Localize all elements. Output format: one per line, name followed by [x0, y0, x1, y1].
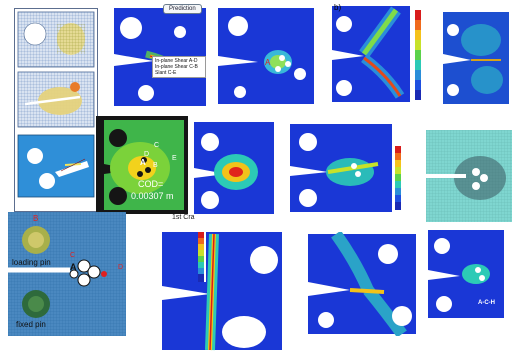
loading-pin-label: loading pin [12, 258, 51, 267]
crack-tip-svg-2 [290, 124, 392, 212]
fem-point-d: D [118, 264, 124, 271]
cod-edge-e: E [172, 155, 177, 162]
cod-pin-c: C [154, 142, 160, 149]
cod-pin-a: A [140, 158, 146, 167]
legend-line-ce: Slant C-E [155, 70, 177, 76]
specimen-stack-svg [17, 11, 95, 198]
legend-line-cb: In-plane Shear C-B [155, 64, 198, 70]
diagonal-band-panel [306, 232, 418, 336]
fem-point-c: C [70, 252, 76, 259]
label-a-red: A [265, 58, 271, 67]
cod-pin-d: D [144, 151, 150, 158]
contour-colorbar-low [198, 232, 206, 282]
slant-contour-panel [330, 4, 412, 104]
fixed-pin-label: fixed pin [16, 320, 46, 329]
fem-mesh-panel [8, 212, 126, 336]
ach-label: A-C-H [478, 300, 495, 306]
damage-field-svg [443, 12, 509, 104]
crack-tip-panel-2 [288, 122, 394, 214]
cod-pin-b: B [153, 162, 158, 169]
crack-tip-svg-1 [194, 122, 274, 214]
cod-svg [104, 120, 184, 210]
prediction-button[interactable]: Prediction [163, 4, 202, 14]
vertical-band-svg [162, 232, 282, 351]
slant-contour-svg [332, 6, 410, 102]
fem-point-a: A [70, 262, 77, 272]
ach-svg [428, 230, 504, 318]
ad-contour-svg [218, 8, 314, 104]
fem-mesh-svg [8, 212, 126, 336]
crack-tip-panel-1 [192, 120, 276, 216]
specimen-stack-panel [14, 8, 98, 212]
shear-legend: In-plane Shear A-D In-plane Shear C-B Sl… [152, 56, 206, 78]
legend-line-ad: In-plane Shear A-D [155, 58, 198, 64]
fem-point-b: B [33, 214, 39, 223]
cod-text: COD= [138, 179, 164, 189]
diagonal-band-svg [308, 232, 416, 336]
ad-contour-panel [216, 6, 316, 106]
mesh-cyan-panel [426, 130, 512, 222]
contour-colorbar-top [415, 10, 439, 100]
panel-b-marker: b) [334, 3, 342, 12]
damage-field-panel [441, 10, 511, 106]
first-crack-label: 1st Cra [172, 214, 195, 221]
vertical-band-panel [160, 230, 284, 352]
ach-panel [426, 228, 506, 320]
cod-value: 0.00307 m [131, 191, 174, 201]
contour-colorbar-mid [395, 146, 421, 212]
mesh-cyan-svg [426, 130, 512, 222]
cod-panel [96, 116, 188, 214]
